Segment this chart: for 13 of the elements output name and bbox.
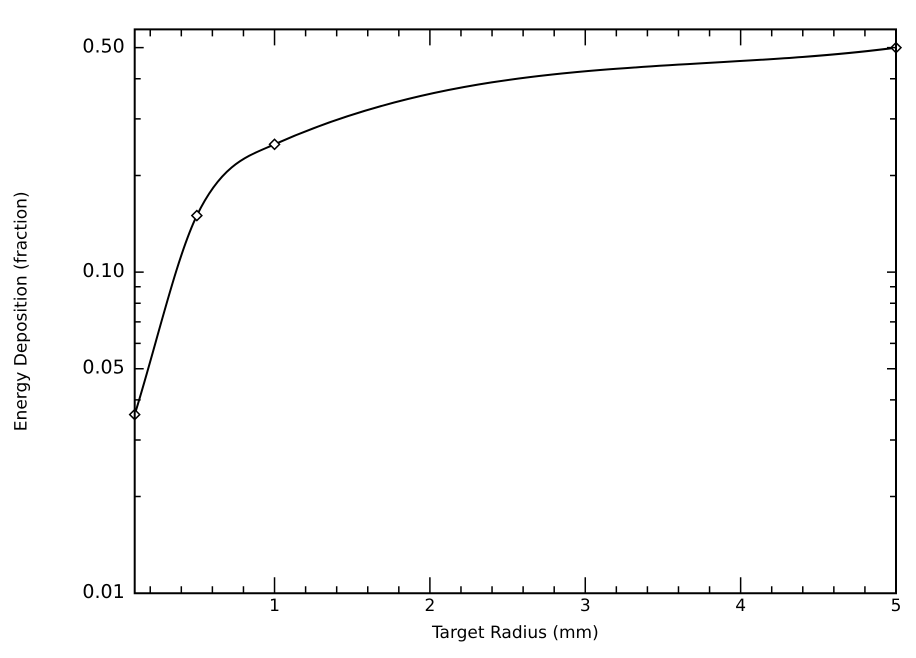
y-tick-label: 0.05 <box>82 356 125 379</box>
point <box>191 210 203 222</box>
x-tick-label: 2 <box>424 596 436 616</box>
y-tick-label: 0.01 <box>82 581 125 604</box>
y-tick-label: 0.50 <box>82 36 125 58</box>
x-tick-label: 4 <box>735 596 746 616</box>
x-tick-label: 3 <box>580 596 591 616</box>
x-tick-label: 5 <box>890 596 902 616</box>
x-axis-title: Target Radius (mm) <box>430 623 599 644</box>
point <box>268 138 280 150</box>
x-tick-label: 1 <box>269 596 280 616</box>
y-axis-title: Energy Deposition (fraction) <box>12 191 32 432</box>
y-tick-label: 0.10 <box>82 260 125 282</box>
